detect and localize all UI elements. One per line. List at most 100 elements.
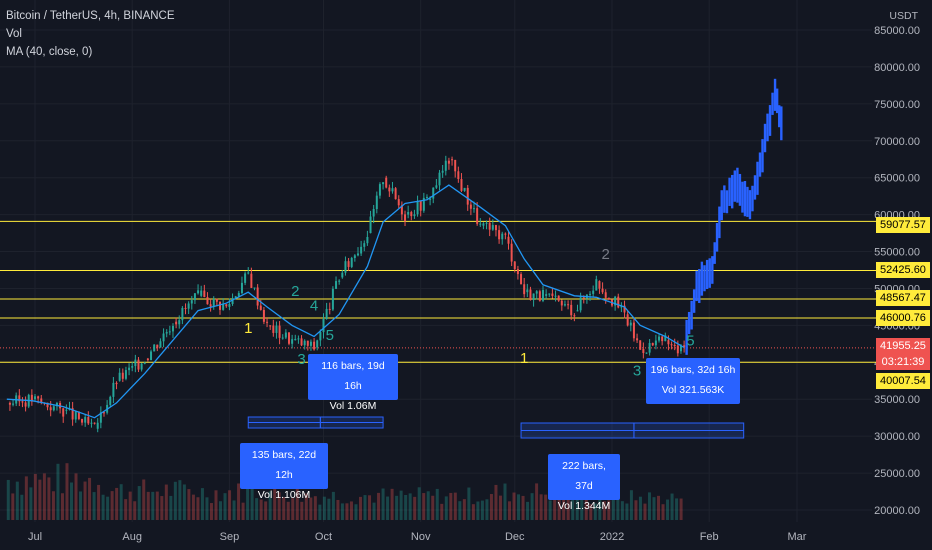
volume-bar [526, 501, 530, 520]
candle-body [247, 272, 250, 274]
candle-body [651, 343, 654, 346]
wave-label-a2: 2 [291, 283, 299, 300]
volume-bar [237, 483, 241, 520]
candle-body [250, 273, 253, 288]
candle-body [378, 184, 381, 196]
volume-bar [6, 479, 10, 520]
volume-bar [187, 489, 191, 520]
candle-body [404, 214, 407, 221]
volume-indicator-label[interactable]: Vol [6, 28, 22, 40]
candle-body [81, 418, 84, 423]
candle-body [237, 293, 240, 297]
x-tick-label: Sep [220, 531, 240, 543]
projection-bar [738, 173, 742, 206]
price-tag-level-40007: 40007.54 [876, 373, 930, 389]
volume-bar [453, 492, 457, 520]
measure-box-4[interactable]: 196 bars, 32d 16h Vol 321.563K [646, 358, 740, 404]
volume-bar [372, 502, 376, 520]
symbol-title[interactable]: Bitcoin / TetherUS, 4h, BINANCE [6, 10, 175, 22]
candle-body [482, 223, 485, 226]
volume-bar [300, 501, 304, 520]
x-tick-label: 2022 [600, 531, 624, 543]
candle-body [262, 309, 265, 322]
candle-body [197, 290, 200, 294]
candle-body [303, 340, 306, 346]
volume-bar [20, 494, 24, 520]
volume-bar [182, 484, 186, 520]
candle-body [457, 171, 460, 180]
volume-bar [282, 497, 286, 520]
candle-body [115, 382, 118, 385]
candle-body [432, 187, 435, 199]
volume-bar [643, 503, 647, 520]
candle-body [538, 291, 541, 301]
candle-body [551, 293, 554, 296]
x-tick-label: Oct [315, 531, 332, 543]
candle-body [294, 338, 297, 341]
projection-bar [766, 113, 769, 142]
volume-bar [521, 495, 525, 520]
measure-box-2[interactable]: 116 bars, 19d 16h Vol 1.06M [308, 354, 398, 412]
volume-bar [74, 473, 78, 520]
volume-bar [422, 493, 426, 520]
projection-bar [773, 78, 777, 111]
volume-bar [15, 481, 19, 520]
candle-body [331, 288, 334, 310]
price-tag-level-52425: 52425.60 [876, 262, 930, 278]
volume-bar [124, 499, 128, 520]
wave-label-a3: 3 [297, 351, 305, 368]
volume-bar [598, 496, 602, 520]
volume-bar [327, 498, 331, 520]
volume-bar [191, 494, 195, 520]
volume-bar [381, 488, 385, 520]
volume-bar [368, 495, 372, 520]
projection-bar [746, 186, 749, 217]
candle-body [40, 398, 43, 403]
candle-body [579, 297, 582, 311]
wave-label-b5: 5 [686, 332, 694, 349]
candle-body [37, 396, 40, 399]
volume-bar [246, 487, 250, 520]
candle-body [118, 372, 121, 381]
candle-body [639, 340, 642, 350]
candle-body [592, 290, 595, 294]
candle-body [131, 366, 134, 368]
candle-body [667, 340, 670, 345]
measure-box-3[interactable]: 222 bars, 37d Vol 1.344M [548, 454, 620, 512]
candle-body [99, 412, 102, 423]
measure-box-1[interactable]: 135 bars, 22d 12h Vol 1.106M [240, 443, 328, 501]
ma-indicator-label[interactable]: MA (40, close, 0) [6, 46, 93, 58]
volume-bar [101, 494, 105, 520]
volume-bar [155, 491, 159, 520]
volume-bar [625, 503, 629, 520]
volume-bar [322, 496, 326, 520]
volume-bar [345, 503, 349, 520]
projection-bar [715, 223, 719, 252]
candle-body [385, 177, 388, 188]
candle-body [134, 359, 137, 367]
volume-bar [399, 490, 403, 520]
volume-bar [589, 504, 593, 520]
candle-body [190, 300, 193, 304]
volume-bar [92, 492, 96, 520]
candle-body [256, 287, 259, 306]
y-tick-label: 35000.00 [874, 394, 920, 406]
volume-bar [354, 504, 358, 520]
projection-bar [723, 185, 726, 213]
measure-box-4-volume: Vol 321.563K [661, 384, 725, 396]
currency-unit[interactable]: USDT [889, 10, 918, 22]
volume-bar [60, 493, 64, 520]
projection-bar [718, 206, 721, 239]
candle-body [150, 351, 153, 361]
wave-label-a5: 5 [326, 327, 334, 344]
candle-body [209, 304, 212, 307]
volume-bar [494, 484, 498, 520]
volume-bar [408, 493, 412, 520]
candle-body [576, 310, 579, 312]
volume-bar [670, 493, 674, 520]
volume-bar [51, 491, 55, 520]
candle-body [165, 332, 168, 334]
candle-body [297, 338, 300, 340]
